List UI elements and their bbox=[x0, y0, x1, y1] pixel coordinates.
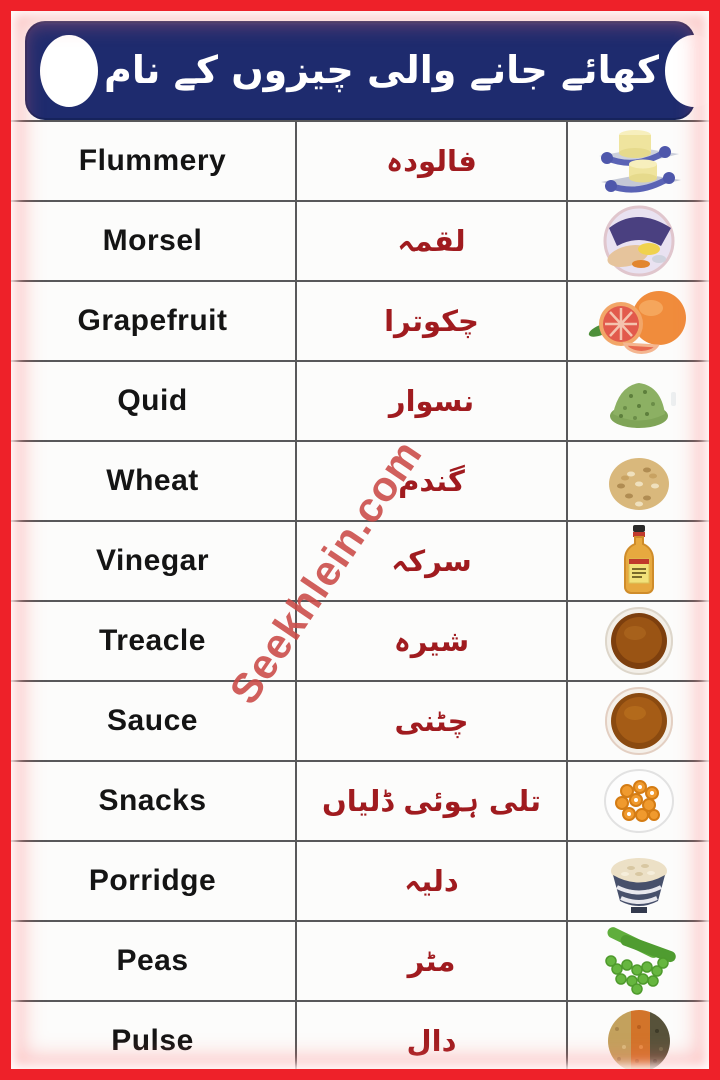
english-word: Flummery bbox=[78, 144, 227, 177]
english-word: Pulse bbox=[111, 1024, 194, 1057]
urdu-word: نسوار bbox=[295, 362, 568, 440]
english-word: Sauce bbox=[107, 704, 198, 737]
english-word: Morsel bbox=[102, 224, 203, 257]
header-banner: کھائے جانے والی چیزوں کے نام bbox=[27, 23, 720, 118]
table-row: Snacks تلی ہوئی ڈلیاں bbox=[10, 762, 710, 842]
table-row: Porridge دلیہ bbox=[10, 842, 710, 922]
english-word: Porridge bbox=[88, 864, 217, 897]
fried-snacks-plate-image bbox=[568, 762, 710, 840]
green-powder-image bbox=[568, 362, 710, 440]
table-row: Wheat گندم bbox=[10, 442, 710, 522]
right-oval-decoration bbox=[665, 34, 720, 107]
table-row: Vinegar سرکہ bbox=[10, 522, 710, 602]
urdu-word: دال bbox=[295, 1002, 568, 1080]
urdu-word: فالودہ bbox=[295, 122, 568, 200]
urdu-word: لقمہ bbox=[295, 202, 568, 280]
grapefruit-image bbox=[568, 282, 710, 360]
table-row: Sauce چٹنی bbox=[10, 682, 710, 762]
falooda-dessert-image bbox=[568, 122, 710, 200]
urdu-word: سرکہ bbox=[295, 522, 568, 600]
page-title: کھائے جانے والی چیزوں کے نام bbox=[104, 48, 660, 92]
table-row: Quid نسوار bbox=[10, 362, 710, 442]
treacle-bowl-image bbox=[568, 602, 710, 680]
urdu-word: چکوترا bbox=[295, 282, 568, 360]
table-row: Morsel لقمہ bbox=[10, 202, 710, 282]
green-peas-image bbox=[568, 922, 710, 1000]
urdu-word: شیرہ bbox=[295, 602, 568, 680]
left-oval-decoration bbox=[40, 34, 98, 107]
table-row: Treacle شیرہ bbox=[10, 602, 710, 682]
urdu-word: گندم bbox=[295, 442, 568, 520]
bite-of-food-image bbox=[568, 202, 710, 280]
wheat-grains-image bbox=[568, 442, 710, 520]
porridge-bowl-image bbox=[568, 842, 710, 920]
english-word: Snacks bbox=[98, 784, 207, 817]
english-word: Vinegar bbox=[96, 544, 209, 577]
table-row: Pulse دال bbox=[10, 1002, 710, 1080]
english-word: Peas bbox=[116, 944, 189, 977]
table-row: Flummery فالودہ bbox=[10, 122, 710, 202]
urdu-word: چٹنی bbox=[295, 682, 568, 760]
table-row: Peas مٹر bbox=[10, 922, 710, 1002]
english-word: Treacle bbox=[99, 624, 206, 657]
vocabulary-table: Flummery فالودہ bbox=[10, 120, 710, 1080]
mixed-lentils-image bbox=[568, 1002, 710, 1080]
urdu-word: دلیہ bbox=[295, 842, 568, 920]
english-word: Quid bbox=[117, 384, 188, 417]
urdu-word: تلی ہوئی ڈلیاں bbox=[295, 762, 568, 840]
urdu-word: مٹر bbox=[295, 922, 568, 1000]
chutney-bowl-image bbox=[568, 682, 710, 760]
english-word: Wheat bbox=[106, 464, 199, 497]
table-row: Grapefruit چکوترا bbox=[10, 282, 710, 362]
english-word: Grapefruit bbox=[77, 304, 228, 337]
vinegar-bottle-image bbox=[568, 522, 710, 600]
